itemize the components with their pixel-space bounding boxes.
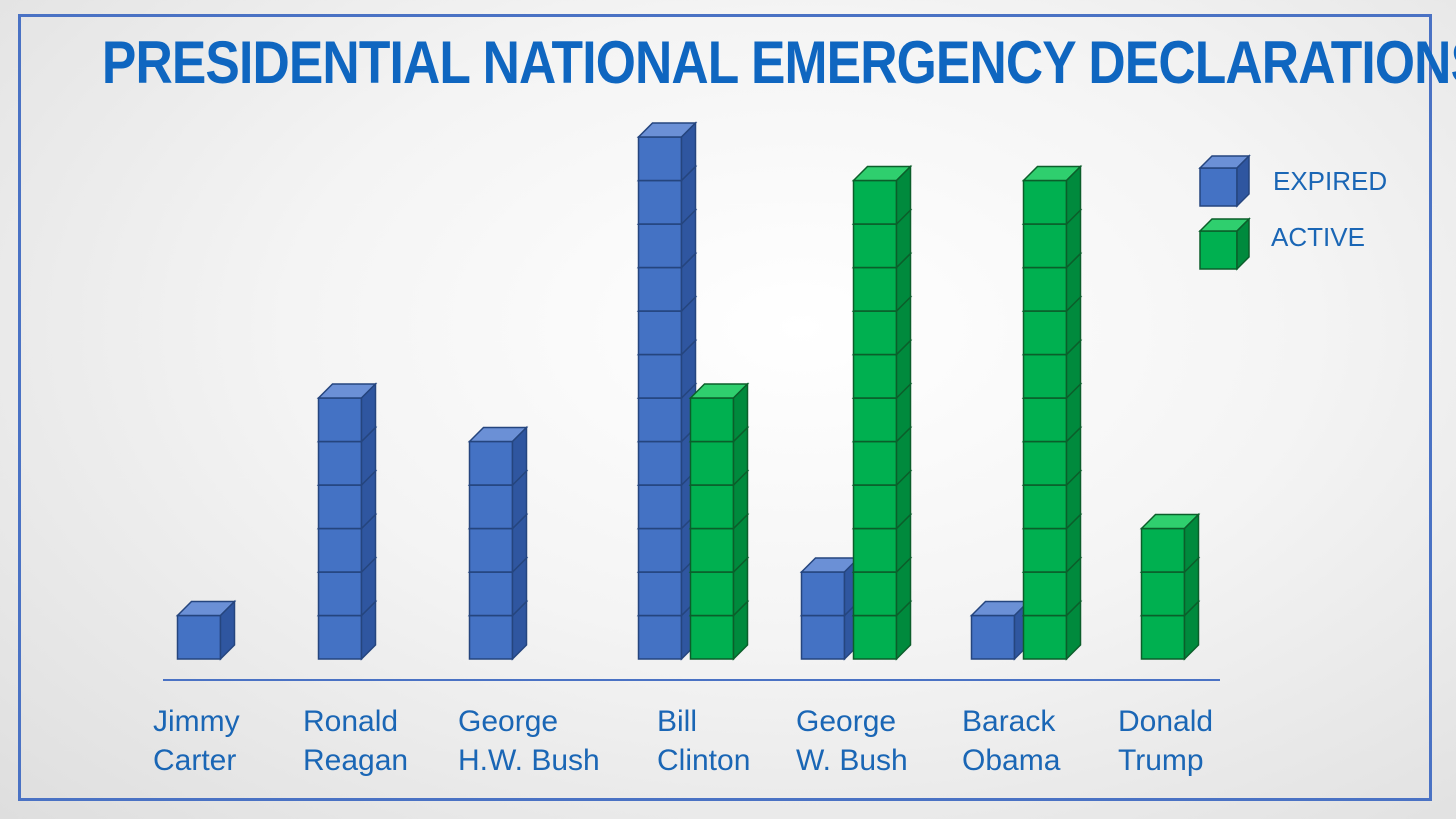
bar-expired-1 [316,382,378,661]
x-tick-label-3: Bill Clinton [657,702,827,780]
bar-active-3-block-6 [688,382,750,444]
legend-label-active: ACTIVE [1271,222,1365,252]
x-tick-label-last: H.W. Bush [458,744,600,777]
x-tick-label-last: W. Bush [796,744,908,777]
x-tick-label-first: George [796,705,897,738]
x-tick-label-last: Reagan [303,744,409,777]
bar-expired-0-block-1 [175,599,237,661]
bars-group [175,121,1201,661]
x-tick-label-first: Jimmy [153,705,240,738]
bar-expired-5 [969,599,1031,661]
bar-expired-3-block-12 [636,121,698,183]
bar-expired-4-block-2 [799,556,861,618]
legend-swatch-expired [1198,154,1251,208]
x-tick-label-5: Barack Obama [962,702,1132,780]
x-tick-label-first: George [458,705,559,738]
bar-active-5-block-8 [1021,295,1083,357]
x-tick-label-2: George H.W. Bush [458,702,628,780]
x-tick-label-last: Trump [1118,744,1204,777]
bar-expired-2-block-5 [467,425,529,487]
bar-expired-0 [175,599,237,661]
x-tick-label-last: Obama [962,744,1061,777]
x-tick-label-1: Ronald Reagan [303,702,473,780]
bar-active-4 [851,164,913,661]
x-tick-label-0: Jimmy Carter [153,702,323,780]
x-tick-label-4: George W. Bush [796,702,966,780]
legend-icons [1198,154,1251,271]
bar-active-6-block-3 [1139,512,1201,574]
slide-frame [18,14,1432,801]
legend-swatch-active [1198,217,1251,271]
x-tick-label-first: Barack [962,705,1056,738]
bar-active-4-block-11 [851,164,913,226]
x-tick-label-last: Carter [153,744,237,777]
bar-expired-2 [467,425,529,661]
bar-expired-3-block-10 [636,208,698,270]
bar-expired-3 [636,121,698,661]
x-tick-label-first: Bill [657,705,698,738]
bar-active-5 [1021,164,1083,661]
bar-active-5-block-11 [1021,164,1083,226]
bar-expired-5-block-1 [969,599,1031,661]
bar-active-3 [688,382,750,661]
chart-title: PRESIDENTIAL NATIONAL EMERGENCY DECLARAT… [101,29,1456,96]
x-tick-label-first: Ronald [303,705,399,738]
bar-expired-1-block-6 [316,382,378,444]
bar-active-4-block-9 [851,251,913,313]
x-tick-label-last: Clinton [657,744,751,777]
bar-expired-4 [799,556,861,661]
x-tick-label-first: Donald [1118,705,1214,738]
bar-expired-3-block-11 [636,164,698,226]
x-tick-label-6: Donald Trump [1118,702,1288,780]
legend-label-expired: EXPIRED [1273,166,1388,196]
bar-active-6 [1139,512,1201,661]
